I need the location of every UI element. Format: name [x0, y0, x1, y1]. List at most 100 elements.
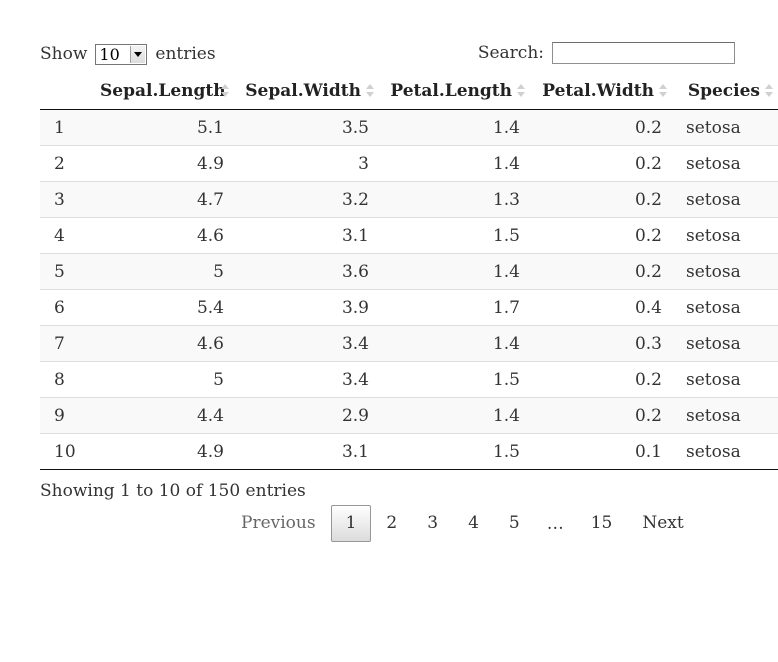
table-row[interactable]: 1 5.1 3.5 1.4 0.2 setosa: [40, 109, 778, 146]
numeric-cell: 3.5: [234, 109, 379, 146]
numeric-cell: 1.4: [379, 145, 530, 182]
numeric-cell: 1.4: [379, 325, 530, 362]
row-number-cell: 6: [40, 289, 92, 326]
numeric-cell: 1.4: [379, 253, 530, 290]
column-header-petal-width[interactable]: Petal.Width: [530, 72, 672, 110]
pagination-ellipsis: …: [546, 513, 564, 534]
chevron-down-icon[interactable]: [130, 45, 146, 63]
show-label: Show: [40, 44, 88, 64]
species-cell: setosa: [672, 325, 778, 362]
page-length-control: Show 10 entries: [40, 42, 216, 66]
numeric-cell: 3.4: [234, 325, 379, 362]
row-number-cell: 2: [40, 145, 92, 182]
species-cell: setosa: [672, 433, 778, 470]
numeric-cell: 0.2: [530, 397, 672, 434]
sort-icon: [765, 83, 773, 99]
previous-button[interactable]: Previous: [241, 513, 316, 533]
table-header-row: Sepal.Length Sepal.Width Petal.Length Petal…: [40, 72, 778, 110]
table-row[interactable]: 3 4.7 3.2 1.3 0.2 setosa: [40, 181, 778, 218]
numeric-cell: 0.2: [530, 253, 672, 290]
numeric-cell: 2.9: [234, 397, 379, 434]
table-row[interactable]: 8 5 3.4 1.5 0.2 setosa: [40, 361, 778, 398]
numeric-cell: 1.3: [379, 181, 530, 218]
numeric-cell: 1.5: [379, 433, 530, 470]
species-cell: setosa: [672, 289, 778, 326]
numeric-cell: 4.9: [92, 145, 234, 182]
numeric-cell: 1.4: [379, 109, 530, 146]
column-header-petal-length[interactable]: Petal.Length: [379, 72, 530, 110]
numeric-cell: 5.4: [92, 289, 234, 326]
page-length-select[interactable]: 10: [95, 43, 148, 65]
sort-icon: [517, 83, 525, 99]
data-table: Sepal.Length Sepal.Width Petal.Length Petal…: [40, 72, 778, 470]
table-row[interactable]: 6 5.4 3.9 1.7 0.4 setosa: [40, 289, 778, 326]
numeric-cell: 5: [92, 361, 234, 398]
species-cell: setosa: [672, 253, 778, 290]
column-header-sepal-width[interactable]: Sepal.Width: [234, 72, 379, 110]
species-cell: setosa: [672, 361, 778, 398]
sort-icon: [221, 83, 229, 99]
numeric-cell: 3: [234, 145, 379, 182]
page-button-3[interactable]: 3: [427, 513, 439, 533]
row-number-cell: 9: [40, 397, 92, 434]
column-header-rownum[interactable]: [40, 72, 92, 110]
row-number-cell: 3: [40, 181, 92, 218]
table-row[interactable]: 5 5 3.6 1.4 0.2 setosa: [40, 253, 778, 290]
table-row[interactable]: 4 4.6 3.1 1.5 0.2 setosa: [40, 217, 778, 254]
table-info: Showing 1 to 10 of 150 entries: [40, 481, 306, 501]
next-button[interactable]: Next: [642, 513, 684, 533]
page-button-last[interactable]: 15: [590, 513, 613, 533]
search-label: Search:: [477, 43, 544, 63]
species-cell: setosa: [672, 217, 778, 254]
numeric-cell: 4.9: [92, 433, 234, 470]
column-header-label: Sepal.Width: [245, 80, 361, 101]
numeric-cell: 3.1: [234, 433, 379, 470]
page-button-5[interactable]: 5: [508, 513, 520, 533]
row-number-cell: 8: [40, 361, 92, 398]
column-header-species[interactable]: Species: [672, 72, 778, 110]
column-header-label: Petal.Width: [542, 80, 654, 101]
numeric-cell: 0.2: [530, 361, 672, 398]
column-header-label: Petal.Length: [390, 80, 512, 101]
numeric-cell: 4.6: [92, 325, 234, 362]
numeric-cell: 5: [92, 253, 234, 290]
table-body: 1 5.1 3.5 1.4 0.2 setosa 2 4.9 3 1.4 0.2 setosa 3 4.7…: [40, 109, 778, 470]
table-row[interactable]: 2 4.9 3 1.4 0.2 setosa: [40, 145, 778, 182]
numeric-cell: 0.2: [530, 145, 672, 182]
numeric-cell: 3.1: [234, 217, 379, 254]
search-input[interactable]: [552, 42, 735, 64]
numeric-cell: 1.5: [379, 217, 530, 254]
numeric-cell: 3.9: [234, 289, 379, 326]
column-header-label: Species: [687, 80, 760, 101]
numeric-cell: 4.7: [92, 181, 234, 218]
page-button-2[interactable]: 2: [386, 513, 398, 533]
species-cell: setosa: [672, 145, 778, 182]
numeric-cell: 4.6: [92, 217, 234, 254]
numeric-cell: 3.2: [234, 181, 379, 218]
search-control: Search:: [478, 40, 735, 66]
species-cell: setosa: [672, 109, 778, 146]
entries-label: entries: [155, 44, 216, 64]
sort-icon: [659, 83, 667, 99]
page-button-1[interactable]: 1: [330, 505, 372, 542]
numeric-cell: 0.4: [530, 289, 672, 326]
column-header-sepal-length[interactable]: Sepal.Length: [92, 72, 234, 110]
column-header-label: [48, 81, 62, 101]
table-controls: Show 10 entries Search:: [40, 40, 778, 68]
numeric-cell: 0.3: [530, 325, 672, 362]
table-row[interactable]: 7 4.6 3.4 1.4 0.3 setosa: [40, 325, 778, 362]
numeric-cell: 1.5: [379, 361, 530, 398]
page-button-4[interactable]: 4: [468, 513, 479, 533]
numeric-cell: 0.2: [530, 181, 672, 218]
species-cell: setosa: [672, 181, 778, 218]
row-number-cell: 5: [40, 253, 92, 290]
numeric-cell: 4.4: [92, 397, 234, 434]
numeric-cell: 0.2: [530, 109, 672, 146]
numeric-cell: 0.2: [530, 217, 672, 254]
numeric-cell: 1.4: [379, 397, 530, 434]
table-row[interactable]: 10 4.9 3.1 1.5 0.1 setosa: [40, 433, 778, 470]
table-row[interactable]: 9 4.4 2.9 1.4 0.2 setosa: [40, 397, 778, 434]
numeric-cell: 3.4: [234, 361, 379, 398]
